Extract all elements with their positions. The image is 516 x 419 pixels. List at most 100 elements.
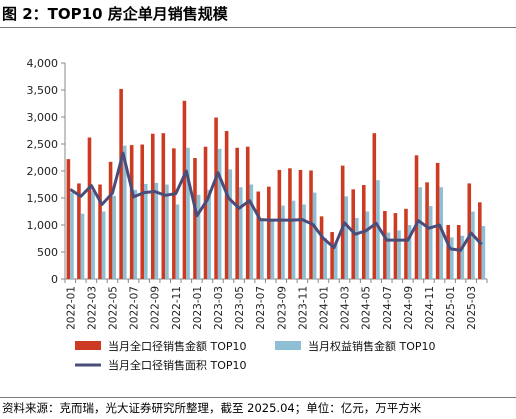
bar-full-amount <box>193 158 197 279</box>
bar-full-amount <box>404 208 408 279</box>
bar-full-amount <box>340 165 345 279</box>
y-axis: 0 500 1,000 1,500 2,000 2,500 3,000 3,500 4,000 <box>27 57 66 286</box>
bar-equity-amount <box>70 192 74 279</box>
bar-full-amount <box>277 169 282 279</box>
bar-full-amount <box>414 155 419 279</box>
x-tick-label: 2023-05 <box>234 286 246 330</box>
bar-equity-amount <box>122 145 127 279</box>
y-tick-label: 1,000 <box>27 219 59 232</box>
bar-full-amount <box>108 161 113 279</box>
x-tick-label: 2025-03 <box>466 286 478 330</box>
bar-equity-amount <box>428 206 433 279</box>
bar-full-amount <box>425 182 429 279</box>
bar-full-amount <box>383 210 387 279</box>
y-tick-label: 3,000 <box>27 111 59 124</box>
bar-full-amount <box>393 213 398 279</box>
y-tick-label: 4,000 <box>27 57 59 70</box>
legend-swatch <box>75 341 101 350</box>
bar-equity-amount <box>323 237 327 279</box>
bar-equity-amount <box>291 200 296 279</box>
line-series <box>69 151 483 252</box>
bar-full-amount <box>150 133 155 279</box>
x-axis: 2022-01 2022-03 2022-05 2022-07 2022-09 2022-… <box>64 278 488 330</box>
y-tick-label: 1,500 <box>27 192 59 205</box>
bar-equity-amount <box>228 169 233 279</box>
bar-equity-amount <box>186 147 190 279</box>
x-tick-label: 2024-01 <box>318 286 330 330</box>
bar-full-amount <box>456 225 461 279</box>
bar-equity-amount <box>397 230 401 279</box>
x-tick-label: 2024-05 <box>361 286 373 330</box>
bar-full-amount <box>372 133 377 279</box>
x-tick-label: 2022-03 <box>86 286 98 330</box>
bar-equity-amount <box>471 211 475 279</box>
bar-equity-amount <box>112 195 116 279</box>
x-tick-label: 2024-03 <box>340 286 352 330</box>
bar-equity-amount <box>333 242 338 279</box>
bar-equity-amount <box>91 190 95 279</box>
x-tick-label: 2023-07 <box>255 286 267 330</box>
bar-equity-amount <box>207 189 211 279</box>
bar-equity-amount <box>386 232 391 279</box>
title-divider <box>0 27 516 28</box>
x-tick-label: 2024-09 <box>403 286 415 330</box>
bar-full-amount <box>298 169 303 279</box>
bar-full-amount <box>214 117 218 279</box>
x-tick-label: 2022-05 <box>107 286 119 330</box>
x-tick-label: 2025-01 <box>445 286 457 330</box>
y-tick-label: 0 <box>51 273 58 286</box>
y-tick-label: 2,000 <box>27 165 59 178</box>
bar-full-amount <box>435 162 440 279</box>
legend-label: 当月权益销售金额 TOP10 <box>308 339 436 353</box>
bar-equity-amount <box>80 213 85 279</box>
bar-full-amount <box>172 148 176 279</box>
bar-equity-amount <box>439 187 444 279</box>
bar-equity-amount <box>365 211 370 279</box>
bar-full-amount <box>319 216 324 279</box>
x-tick-label: 2023-09 <box>276 286 288 330</box>
bar-equity-amount <box>196 194 201 279</box>
bar-equity-amount <box>418 187 422 279</box>
bar-equity-amount <box>238 187 243 279</box>
bar-equity-amount <box>460 235 465 279</box>
bar-full-amount <box>467 183 472 279</box>
x-tick-label: 2022-09 <box>150 286 162 330</box>
bar-full-amount <box>182 100 187 279</box>
bar-full-amount <box>87 137 92 279</box>
bar-equity-amount <box>449 237 454 279</box>
sales-chart: 05001,0001,5002,0002,5003,0003,5004,000 … <box>27 57 488 372</box>
line-area <box>69 151 483 252</box>
x-tick-label: 2024-11 <box>424 286 436 330</box>
x-tick-label: 2022-11 <box>171 286 183 330</box>
bar-full-amount <box>330 232 334 279</box>
y-tick-label: 2,500 <box>27 138 59 151</box>
bar-full-amount <box>161 133 166 279</box>
bar-equity-amount <box>249 184 254 279</box>
legend: 当月全口径销售金额 TOP10 当月权益销售金额 TOP10 当月全口径销售面积 T… <box>75 339 436 372</box>
page-title: 图 2：TOP10 房企单月销售规模 <box>2 5 228 23</box>
bar-equity-amount <box>217 148 222 279</box>
bar-equity-amount <box>376 180 380 279</box>
bar-equity-amount <box>302 204 306 279</box>
bar-full-amount <box>267 186 271 279</box>
legend-label: 当月全口径销售金额 TOP10 <box>108 339 247 353</box>
bar-full-amount <box>256 191 261 279</box>
y-tick-label: 500 <box>37 246 58 259</box>
bar-equity-amount <box>281 205 285 279</box>
bar-equity-amount <box>154 182 159 279</box>
x-tick-label: 2022-07 <box>129 286 141 330</box>
bar-full-amount <box>203 146 208 279</box>
legend-swatch <box>275 341 301 350</box>
x-tick-label: 2023-11 <box>297 286 309 330</box>
bar-equity-amount <box>481 226 486 279</box>
x-tick-label: 2022-01 <box>65 286 77 330</box>
bar-equity-amount <box>355 217 359 279</box>
bar-equity-amount <box>312 192 317 279</box>
bar-equity-amount <box>260 219 264 279</box>
y-tick-label: 3,500 <box>27 84 59 97</box>
bar-equity-amount <box>133 189 138 279</box>
bar-full-amount <box>224 131 229 279</box>
bar-full-amount <box>129 145 134 279</box>
x-tick-label: 2023-01 <box>192 286 204 330</box>
bar-full-amount <box>66 159 71 279</box>
